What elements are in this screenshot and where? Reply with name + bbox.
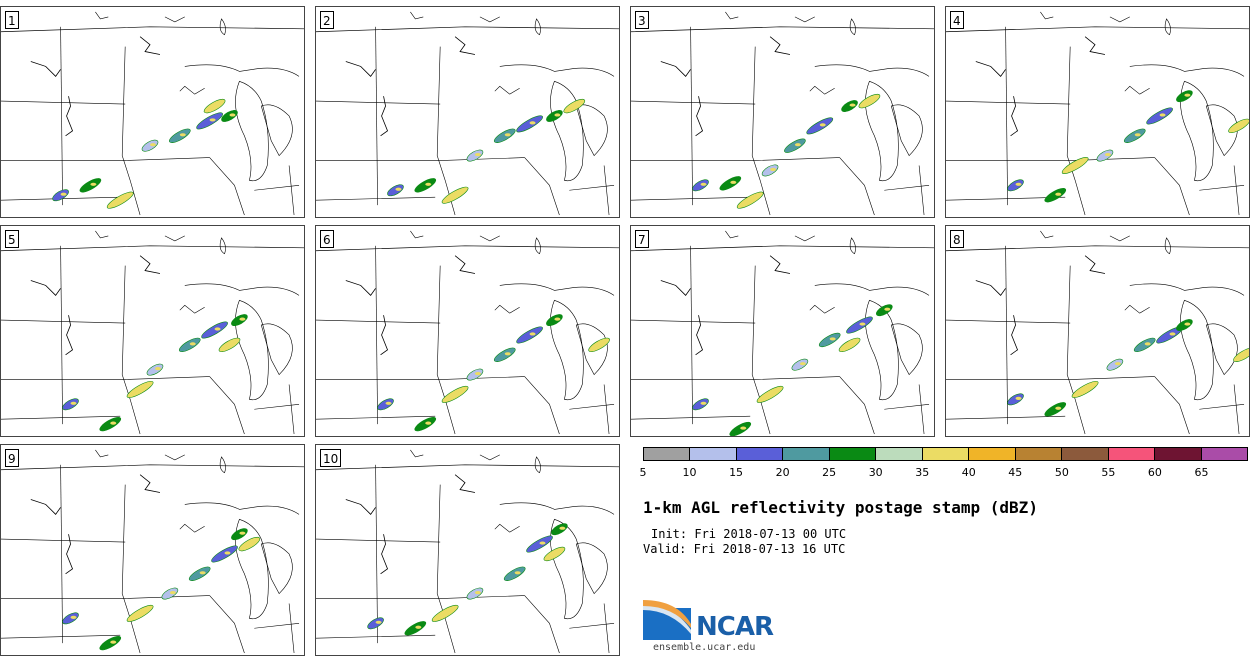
colorbar-segment	[1108, 448, 1156, 460]
panel-number-label: 2	[320, 11, 334, 29]
panel-9: 9	[0, 444, 305, 656]
panel-8: 8	[945, 225, 1250, 437]
colorbar-segment	[1201, 448, 1248, 460]
panel-number-label: 10	[320, 449, 342, 467]
site-url: ensemble.ucar.edu	[653, 642, 756, 653]
colorbar-tick-label: 20	[775, 466, 790, 479]
map-panel-4	[946, 11, 1249, 216]
colorbar-segment	[1015, 448, 1063, 460]
colorbar-tick-label: 30	[868, 466, 883, 479]
colorbar-tick-label: 65	[1194, 466, 1209, 479]
map-panel-1	[1, 11, 304, 216]
colorbar-segment	[783, 448, 830, 460]
map-panel-7	[631, 230, 934, 436]
panel-1: 1	[0, 6, 305, 218]
panel-6: 6	[315, 225, 620, 437]
colorbar-tick-label: 25	[822, 466, 837, 479]
panel-number-label: 4	[950, 11, 964, 29]
panel-5: 5	[0, 225, 305, 437]
panel-3: 3	[630, 6, 935, 218]
init-time: Init: Fri 2018-07-13 00 UTC	[651, 527, 847, 541]
map-panel-3	[631, 11, 934, 216]
panel-number-label: 8	[950, 230, 964, 248]
map-panel-8	[946, 230, 1249, 435]
colorbar-tick-label: 15	[729, 466, 744, 479]
colorbar-segment	[644, 448, 691, 460]
colorbar-tick-label: 50	[1054, 466, 1069, 479]
colorbar-tick-label: 5	[639, 466, 647, 479]
ncar-logo-text: NCAR	[696, 612, 774, 642]
colorbar-segment	[1062, 448, 1109, 460]
map-panel-5	[1, 230, 304, 435]
colorbar-segment	[922, 448, 970, 460]
panel-number-label: 3	[635, 11, 649, 29]
panel-number-label: 6	[320, 230, 334, 248]
panel-number-label: 1	[5, 11, 19, 29]
chart-title: 1-km AGL reflectivity postage stamp (dBZ…	[643, 498, 1038, 517]
colorbar-segment	[969, 448, 1016, 460]
ncar-logo-icon	[643, 600, 691, 640]
colorbar-tick-labels: 5 10 15 20 25 30 35 40 45 50 55 60 65	[639, 466, 1248, 480]
colorbar-segment	[1155, 448, 1202, 460]
panel-2: 2	[315, 6, 620, 218]
map-panel-9	[1, 449, 304, 654]
panel-10: 10	[315, 444, 620, 656]
panel-7: 7	[630, 225, 935, 437]
colorbar-tick-label: 40	[961, 466, 976, 479]
colorbar-tick-label: 60	[1147, 466, 1162, 479]
colorbar-segment	[876, 448, 923, 460]
colorbar-tick-label: 10	[682, 466, 697, 479]
valid-time: Valid: Fri 2018-07-13 16 UTC	[643, 542, 846, 556]
colorbar-tick-label: 45	[1008, 466, 1023, 479]
map-panel-10	[316, 449, 619, 654]
colorbar-segment	[829, 448, 877, 460]
panel-4: 4	[945, 6, 1250, 218]
colorbar-tick-label: 55	[1101, 466, 1116, 479]
colorbar-segment	[690, 448, 737, 460]
map-panel-2	[316, 11, 619, 216]
panel-number-label: 5	[5, 230, 19, 248]
reflectivity-colorbar	[643, 447, 1248, 461]
panel-number-label: 9	[5, 449, 19, 467]
panel-number-label: 7	[635, 230, 649, 248]
map-panel-6	[316, 230, 619, 435]
colorbar-tick-label: 35	[915, 466, 930, 479]
colorbar-segment	[736, 448, 784, 460]
